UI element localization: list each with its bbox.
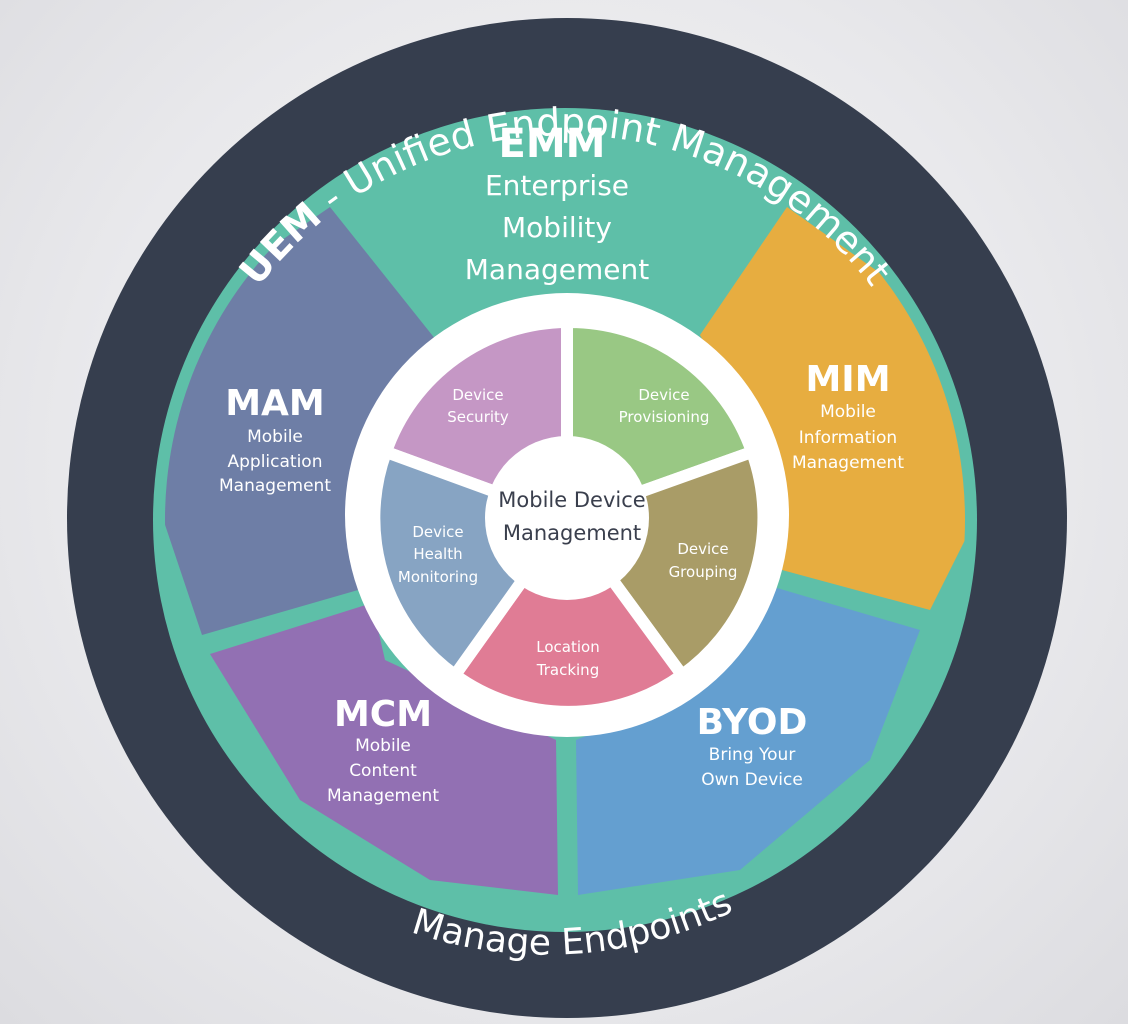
segment-byod[interactable] — [576, 588, 920, 895]
mim-line-1: Mobile — [820, 402, 876, 422]
mam-line-1: Mobile — [247, 427, 303, 447]
mam-line-2: Application — [228, 452, 323, 472]
segment-mcm[interactable] — [210, 603, 558, 895]
mcm-line-3: Management — [327, 786, 439, 806]
grouping-line-1: Device — [677, 540, 728, 558]
center-line-2: Management — [503, 521, 641, 545]
provisioning-line-2: Provisioning — [619, 408, 710, 426]
mim-line-3: Management — [792, 453, 904, 473]
emm-line-3: Management — [465, 253, 649, 286]
mim-line-2: Information — [799, 428, 897, 448]
byod-line-2: Own Device — [701, 770, 803, 790]
health-line-2: Health — [413, 545, 462, 563]
mcm-abbr: MCM — [334, 694, 432, 735]
emm-abbr: EMM — [499, 121, 606, 167]
emm-line-2: Mobility — [502, 211, 612, 244]
health-line-3: Monitoring — [398, 568, 478, 586]
byod-line-1: Bring Your — [709, 745, 796, 765]
mam-abbr: MAM — [225, 383, 325, 424]
provisioning-line-1: Device — [638, 386, 689, 404]
location-line-2: Tracking — [536, 661, 599, 679]
mam-line-3: Management — [219, 476, 331, 496]
segment-mam[interactable] — [150, 207, 440, 635]
mcm-line-1: Mobile — [355, 736, 411, 756]
location-line-1: Location — [536, 638, 599, 656]
grouping-line-2: Grouping — [669, 563, 738, 581]
center-line-1: Mobile Device — [498, 488, 645, 512]
health-line-1: Device — [412, 523, 463, 541]
mcm-line-2: Content — [349, 761, 417, 781]
inner-segment-location[interactable] — [446, 507, 691, 718]
security-line-2: Security — [447, 408, 509, 426]
center-disc — [485, 436, 649, 600]
byod-abbr: BYOD — [697, 702, 808, 743]
security-line-1: Device — [452, 386, 503, 404]
mim-abbr: MIM — [805, 359, 890, 400]
emm-line-1: Enterprise — [485, 169, 629, 202]
